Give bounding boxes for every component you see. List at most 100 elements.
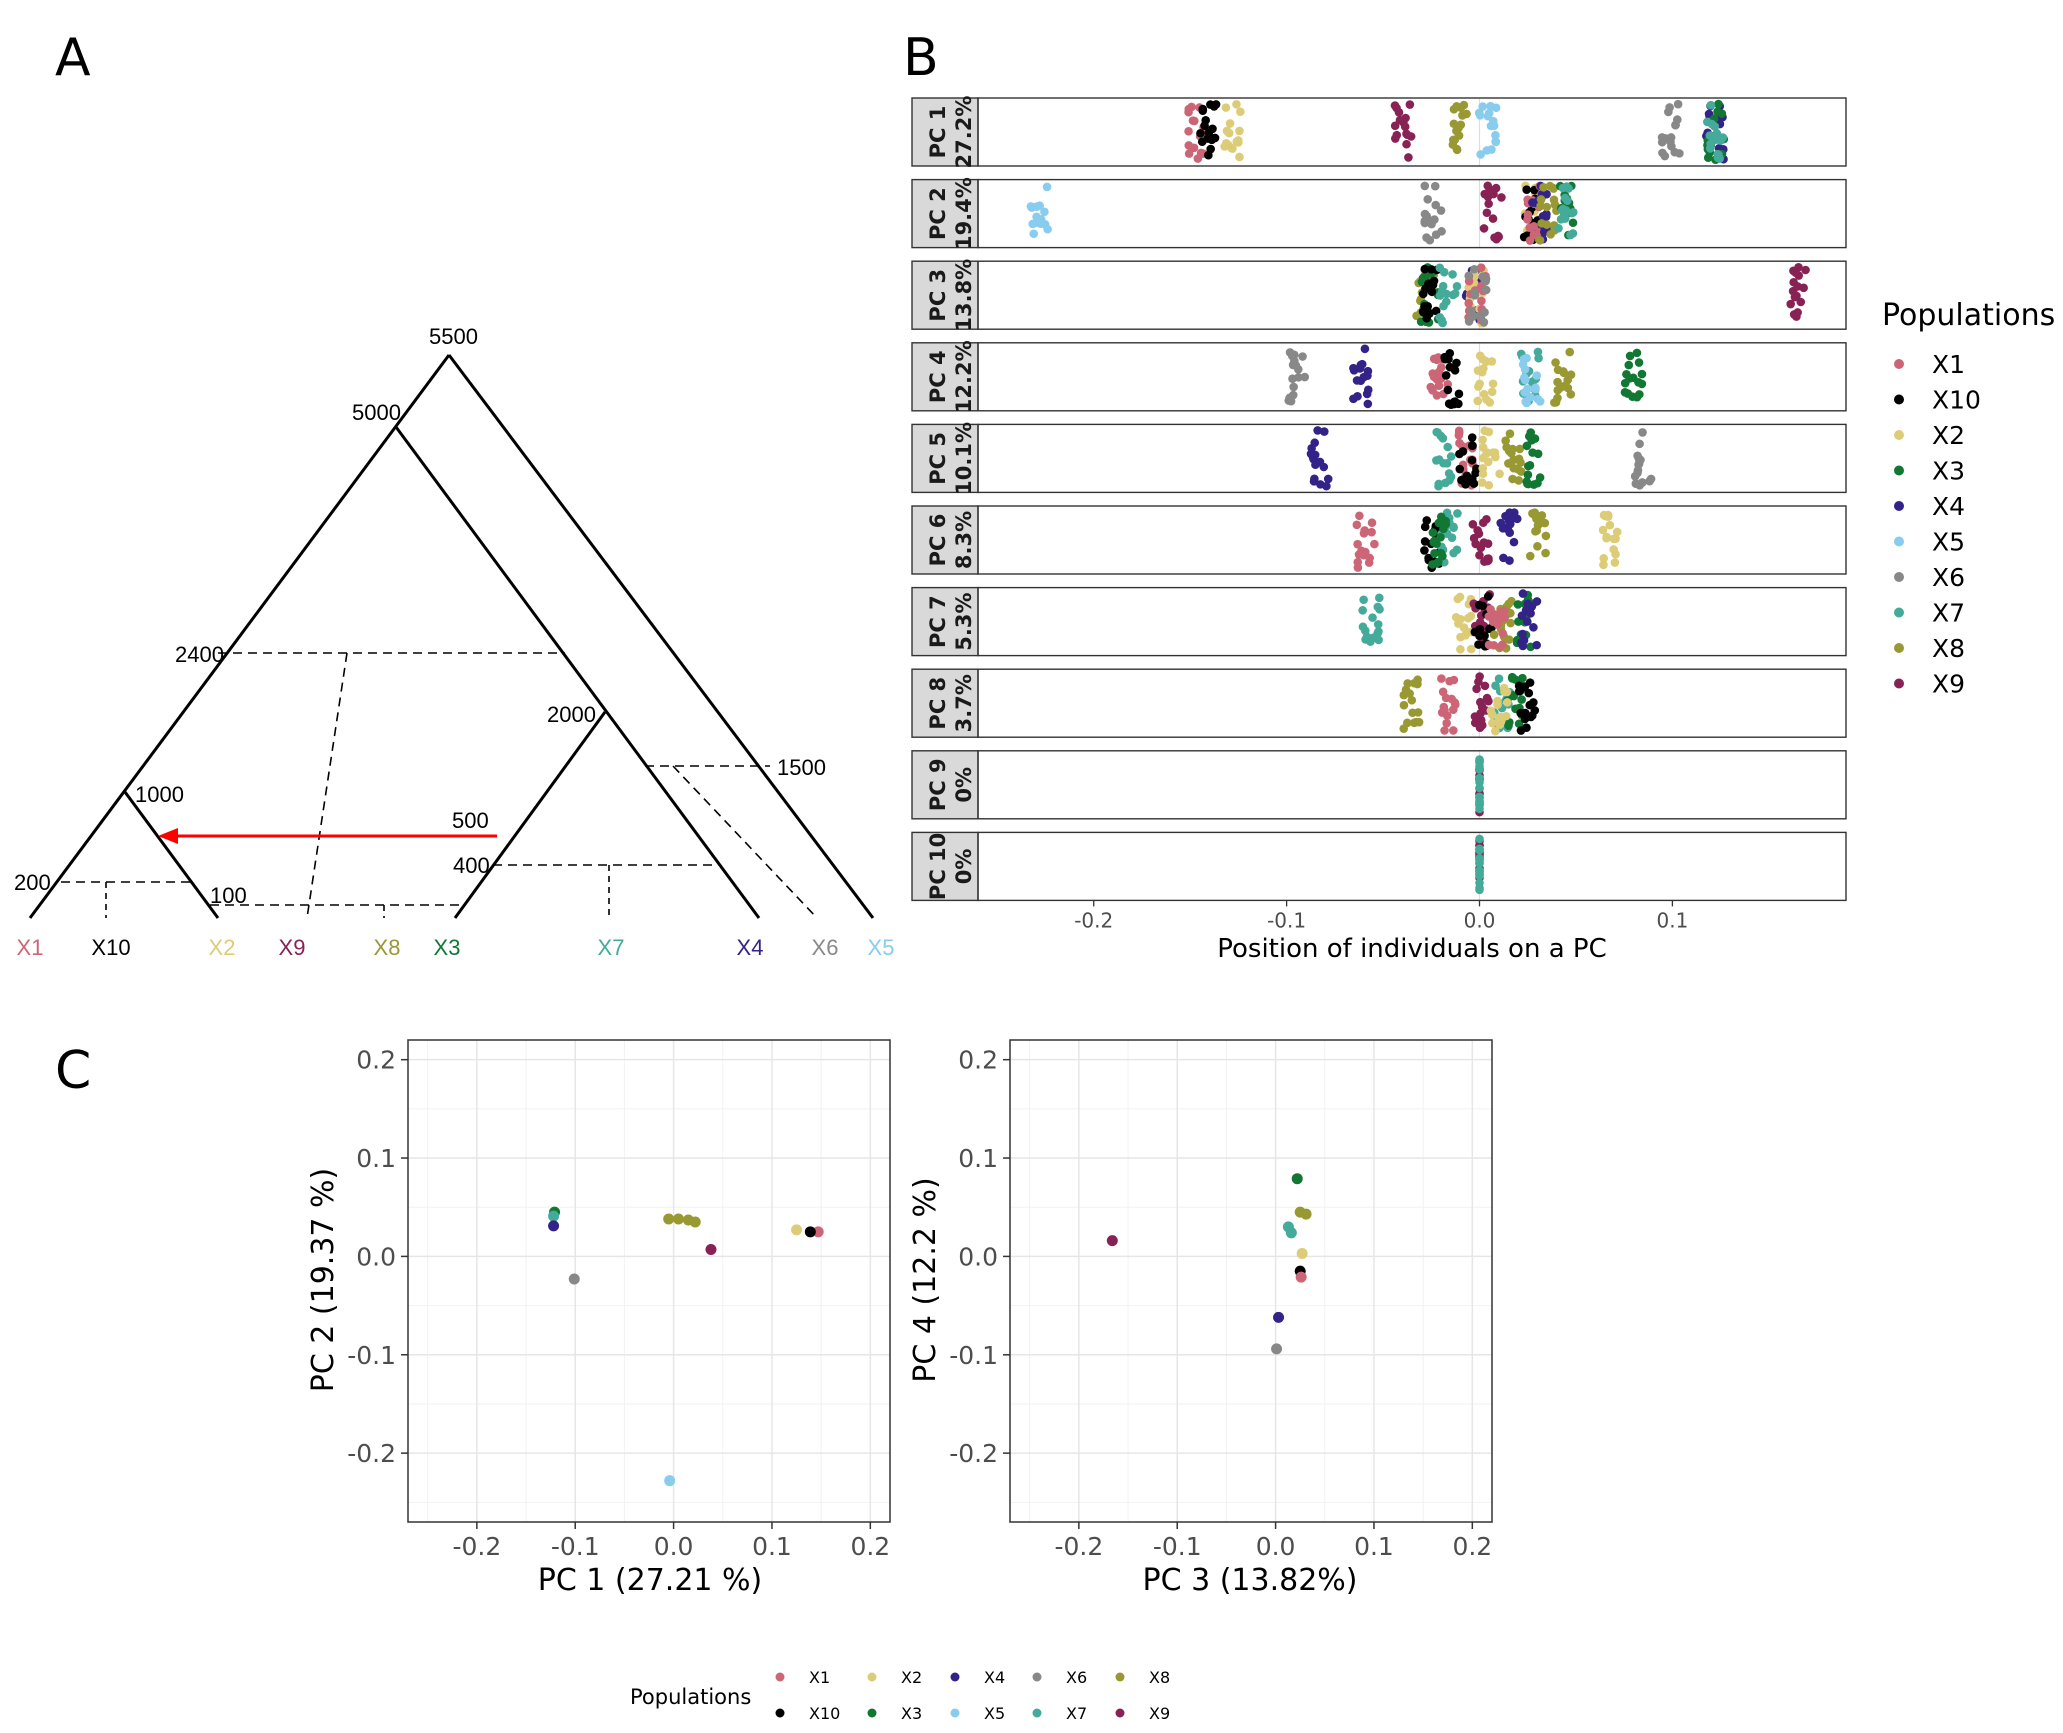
legend-label-x1: X1 [1932,350,1965,379]
point-x2 [1610,558,1620,567]
point-x8 [1553,385,1563,395]
point-x2 [791,1224,803,1236]
point-x7 [1714,150,1723,160]
point-x10 [1475,631,1484,641]
panel-c-right-y-label: PC 4 (12.2 %) [908,1177,943,1382]
point-x10 [1445,362,1455,372]
x-tick-label: -0.1 [1267,908,1306,932]
point-x10 [1516,726,1526,735]
point-x7 [1560,193,1570,203]
point-x5 [1526,392,1535,402]
point-x1 [1353,557,1363,567]
point-x2 [1478,354,1488,364]
point-x3 [1523,479,1533,489]
point-x6 [1479,317,1489,327]
point-x2 [1482,449,1491,458]
facet-pc-2: PC 2 19.4% [911,177,1847,250]
point-x7 [1534,353,1543,363]
point-x6 [1467,306,1476,316]
branch-2000-left [453,711,607,919]
point-x4 [1529,623,1538,632]
y-tick-label: 0.1 [356,1144,396,1173]
point-x10 [1422,516,1432,525]
y-tick-label: -0.2 [949,1439,998,1468]
point-x2 [1487,387,1497,397]
panel-b-x-label: Position of individuals on a PC [1217,934,1607,964]
point-x9 [1399,118,1408,127]
point-x4 [1363,366,1373,376]
point-x4 [1322,481,1331,491]
point-x2 [1473,396,1483,406]
point-x5 [1520,373,1529,382]
point-x4 [1352,376,1362,385]
point-x1 [1447,694,1456,704]
point-x8 [1539,183,1548,192]
point-x2 [1495,469,1504,479]
panel-c-left-x-label: PC 1 (27.21 %) [538,1563,763,1598]
tip-label-x2: X2 [209,935,236,960]
point-x10 [1455,464,1465,474]
point-x2 [1488,379,1498,389]
point-x1 [1455,438,1464,448]
point-x6 [1464,271,1474,281]
point-x3 [1533,449,1543,459]
point-x4 [1357,359,1367,369]
legend-dot-x1 [775,1672,785,1682]
point-x9 [1791,268,1801,278]
point-x1 [1498,640,1507,649]
point-x1 [1432,391,1442,400]
facet-points-pc-4 [1284,344,1647,409]
point-x9 [1470,718,1480,728]
point-x2 [1484,480,1494,490]
point-x1 [1353,539,1362,549]
point-x3 [1637,369,1647,379]
point-x4 [548,1220,560,1232]
point-x2 [1233,136,1243,145]
facet-pc-10: PC 10 0% [911,831,1847,902]
point-x7 [1554,223,1563,233]
point-x8 [1565,347,1575,357]
point-x9 [1796,297,1806,307]
point-x1 [1498,628,1508,638]
point-x8 [1533,542,1542,551]
facet-variance: 3.7% [952,674,976,732]
point-x2 [1502,698,1512,707]
point-x2 [1493,700,1502,710]
point-x6 [568,1273,580,1285]
legend-dot-x2 [867,1672,877,1682]
y-tick-label: 0.2 [356,1046,396,1075]
legend-dot-x5 [950,1708,960,1718]
point-x8 [1514,476,1523,485]
point-x3 [1522,441,1532,451]
point-x4 [1498,524,1508,533]
point-x9 [1468,520,1478,529]
point-x1 [1364,558,1374,567]
point-x1 [1429,354,1439,364]
point-x10 [1431,306,1441,316]
point-x1 [1476,263,1486,272]
point-x2 [1296,1247,1308,1259]
point-x5 [1042,182,1052,192]
point-x9 [1472,684,1481,694]
point-x3 [1436,533,1445,542]
point-x1 [1449,726,1458,735]
point-x1 [1184,127,1193,136]
point-x8 [1449,135,1458,145]
point-x2 [1599,554,1609,563]
point-x1 [1367,527,1376,537]
point-x2 [1491,726,1500,736]
point-x5 [1491,137,1501,147]
point-x10 [1200,121,1209,130]
point-x2 [1222,126,1232,136]
point-x1 [1189,143,1199,153]
point-x8 [1505,429,1515,438]
x-tick-label: 0.1 [1656,908,1688,932]
facet-pc-4: PC 4 12.2% [911,340,1847,413]
point-x1 [1188,116,1198,125]
facet-strip [911,831,979,902]
legend-label-x9: X9 [1932,670,1965,699]
point-x10 [1524,688,1534,698]
point-x10 [1472,464,1481,474]
point-x10 [1207,135,1217,145]
